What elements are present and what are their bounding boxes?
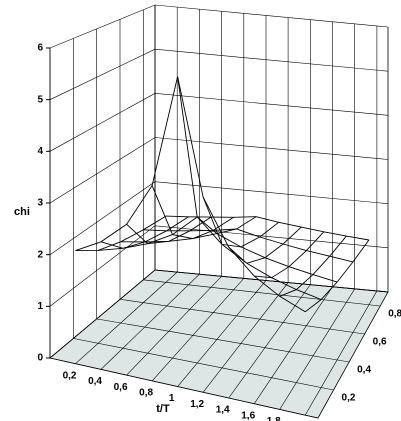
x-tick-label: 1 xyxy=(169,393,175,404)
surface-line xyxy=(126,216,212,245)
grid-line xyxy=(151,13,245,382)
x-tick-label: 1,8 xyxy=(267,416,281,421)
z-tick-label: 5 xyxy=(37,94,43,105)
x-tick-label: 1,6 xyxy=(241,410,255,421)
y-tick-label: 0,8 xyxy=(388,309,401,320)
surface-line xyxy=(100,216,189,249)
grid-line xyxy=(49,4,389,49)
z-tick-label: 6 xyxy=(37,43,43,54)
surface-line xyxy=(254,231,325,279)
x-axis-title: t/T xyxy=(156,403,170,415)
grid-line xyxy=(49,181,389,255)
surface-line xyxy=(143,228,354,263)
grid-line xyxy=(202,17,289,393)
x-tick-label: 0,8 xyxy=(139,387,153,398)
x-tick-label: 0,6 xyxy=(114,382,128,393)
grid-line xyxy=(73,38,334,391)
grid-line xyxy=(100,9,200,370)
z-tick-label: 0 xyxy=(37,353,43,364)
surface-line xyxy=(177,76,257,235)
grid-line xyxy=(49,48,389,100)
grid-line xyxy=(304,26,378,416)
surface-line xyxy=(202,196,279,248)
z-tick-label: 3 xyxy=(37,198,43,209)
grid-line xyxy=(126,11,222,376)
z-axis-title: chi xyxy=(14,206,30,218)
grid-line xyxy=(119,19,365,335)
grid-line xyxy=(75,7,178,364)
surface-line xyxy=(75,76,306,313)
surface-line xyxy=(304,239,370,313)
grid-line xyxy=(143,9,381,307)
x-tick-label: 1,4 xyxy=(216,405,230,416)
z-tick-label: 1 xyxy=(37,301,43,312)
grid-line xyxy=(96,28,350,363)
grid-line xyxy=(177,15,267,387)
x-tick-label: 1,2 xyxy=(190,399,204,410)
z-tick-label: 2 xyxy=(37,249,43,260)
grid-line xyxy=(49,92,389,152)
y-tick-label: 0,6 xyxy=(373,337,387,348)
grid-line xyxy=(49,137,389,204)
surface-line xyxy=(279,235,347,297)
surface-line xyxy=(75,215,167,252)
grid-line xyxy=(49,48,319,419)
grid-line xyxy=(228,19,311,399)
y-tick-label: 0,4 xyxy=(357,365,371,376)
surface-line xyxy=(120,233,338,283)
x-tick-label: 0,2 xyxy=(63,370,77,381)
y-tick-label: 0,2 xyxy=(342,393,356,404)
x-tick-label: 0,4 xyxy=(88,376,102,387)
surface-line xyxy=(228,226,302,264)
grid-line xyxy=(279,23,356,410)
surface-line xyxy=(165,215,369,241)
z-tick-label: 4 xyxy=(37,146,43,157)
surface-line xyxy=(151,185,234,240)
